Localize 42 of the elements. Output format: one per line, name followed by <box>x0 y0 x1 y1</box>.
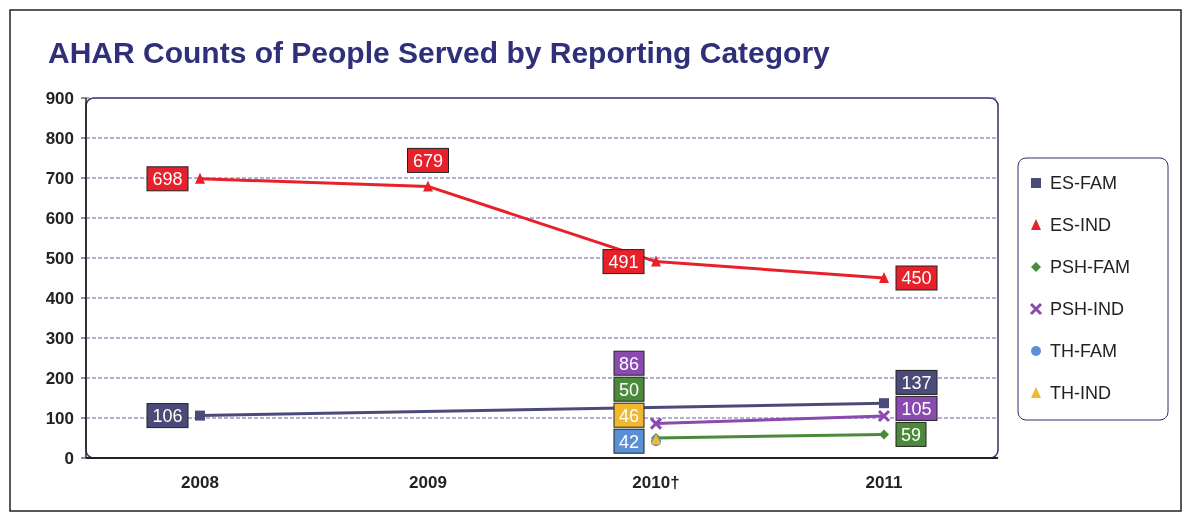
data-label: 106 <box>152 405 183 426</box>
y-tick-label: 400 <box>45 288 74 308</box>
y-tick-label: 500 <box>45 248 74 268</box>
data-label: 450 <box>901 268 932 289</box>
y-tick-label: 0 <box>64 448 74 468</box>
data-label: 105 <box>901 398 932 419</box>
data-label: 137 <box>901 372 932 393</box>
point <box>649 417 663 431</box>
data-label: 46 <box>618 405 640 426</box>
legend-label: TH-FAM <box>1050 341 1117 362</box>
data-label: 59 <box>900 424 922 445</box>
point <box>879 398 889 409</box>
data-label: 491 <box>608 251 639 272</box>
legend-label: ES-FAM <box>1050 173 1118 194</box>
data-label: 50 <box>618 379 640 400</box>
x-tick-label: 2011 <box>865 473 903 492</box>
x-tick-label: 2008 <box>181 473 219 492</box>
point <box>195 172 205 184</box>
y-tick-label: 100 <box>45 408 74 428</box>
point <box>195 410 205 421</box>
data-label: 86 <box>618 353 640 374</box>
point <box>651 255 661 267</box>
point <box>877 409 891 423</box>
data-label: 679 <box>412 150 444 171</box>
y-tick-label: 900 <box>45 88 74 108</box>
point <box>879 272 889 283</box>
y-tick-label: 300 <box>45 328 74 348</box>
x-tick-label: 2009 <box>409 473 447 492</box>
legend-label: ES-IND <box>1050 215 1112 236</box>
point <box>423 180 433 192</box>
legend-label: PSH-IND <box>1050 299 1125 320</box>
legend-label: PSH-FAM <box>1050 257 1131 278</box>
point <box>879 429 889 440</box>
y-tick-label: 800 <box>45 128 74 148</box>
chart-title: AHAR Counts of People Served by Reporting Category <box>48 36 831 69</box>
data-label: 42 <box>618 431 640 452</box>
y-tick-label: 200 <box>45 368 74 388</box>
x-tick-label: 2010† <box>632 473 680 492</box>
y-tick-label: 600 <box>45 208 74 228</box>
legend-label: TH-IND <box>1050 383 1111 404</box>
data-label: 698 <box>152 169 183 190</box>
y-tick-label: 700 <box>45 168 74 188</box>
